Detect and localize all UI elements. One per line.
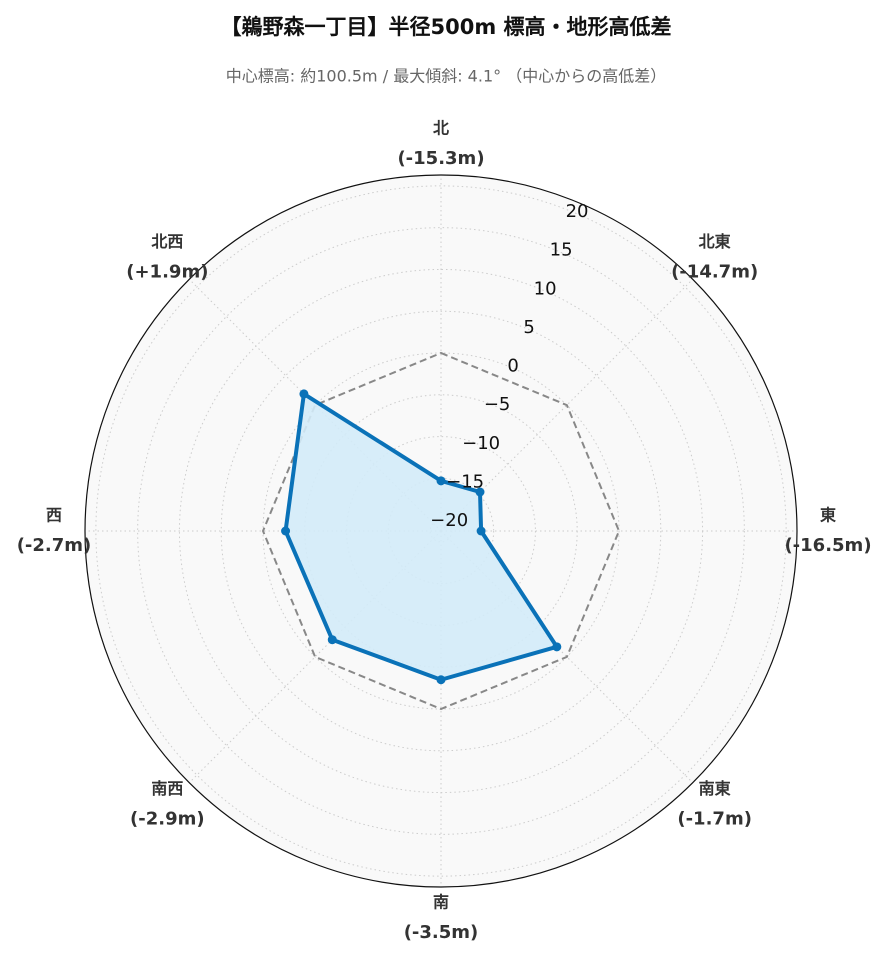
- r-tick-label: −10: [462, 433, 500, 454]
- value-label: (+1.9m): [126, 261, 208, 282]
- grid-circle: [346, 436, 536, 626]
- value-label: (-3.5m): [404, 922, 479, 943]
- category-label: 南東: [699, 779, 731, 798]
- value-label: (-2.7m): [17, 535, 92, 556]
- grid-circle: [220, 310, 662, 752]
- category-label: 北: [433, 119, 449, 138]
- category-label: 南西: [151, 779, 183, 798]
- value-label: (-1.7m): [677, 809, 752, 830]
- category-label: 北東: [699, 232, 731, 251]
- point: [476, 526, 486, 536]
- category-label: 南: [433, 893, 449, 912]
- category-label: 東: [820, 506, 836, 525]
- series-area: [285, 393, 557, 680]
- r-tick-label: 0: [507, 356, 518, 377]
- category-label: 西: [46, 506, 62, 525]
- point: [436, 675, 446, 685]
- r-tick-label: −5: [484, 394, 511, 415]
- category-label: 北西: [151, 232, 183, 251]
- value-label: (-14.7m): [671, 261, 758, 282]
- chart-title: 【鵜野森一丁目】半径500m 標高・地形高低差: [220, 15, 671, 39]
- grid-circle: [95, 185, 787, 877]
- r-tick-label: 20: [566, 201, 589, 222]
- point: [552, 642, 562, 652]
- value-label: (-2.9m): [130, 809, 205, 830]
- r-tick-label: 10: [534, 278, 557, 299]
- polar-frame: [84, 174, 798, 888]
- point: [299, 389, 309, 399]
- value-label: (-15.3m): [397, 148, 484, 169]
- r-tick-label: 5: [523, 317, 534, 338]
- point: [281, 526, 291, 536]
- r-tick-label: −15: [446, 471, 484, 492]
- grid-circle: [137, 227, 745, 835]
- point: [327, 635, 337, 645]
- point: [475, 487, 485, 497]
- r-tick-label: 15: [550, 240, 573, 261]
- point: [436, 476, 446, 486]
- chart-subtitle: 中心標高: 約100.5m / 最大傾斜: 4.1° （中心からの高低差）: [226, 67, 666, 86]
- value-label: (-16.5m): [784, 535, 871, 556]
- r-tick-label: −20: [430, 510, 468, 531]
